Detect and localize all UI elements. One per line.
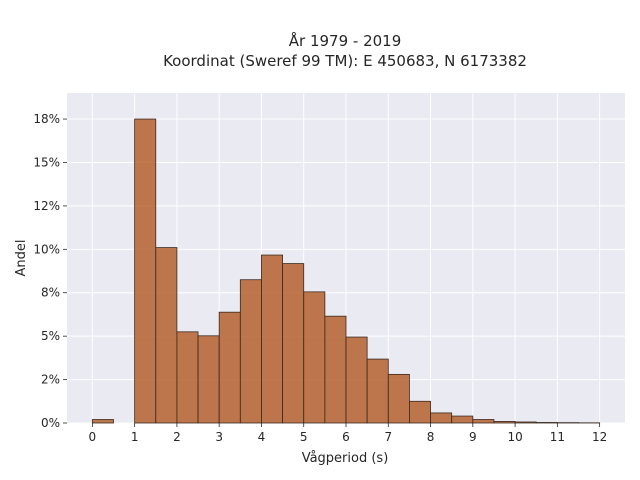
histogram-bar: [261, 254, 283, 424]
y-tick-label: 2%: [41, 373, 60, 387]
histogram-bar: [282, 263, 305, 424]
x-axis-ticks: 0 1 2 3 4 5 6 7 8 9 10 11 12: [89, 423, 607, 444]
histogram-bar: [197, 335, 220, 424]
y-axis-ticks: 0% 2% 5% 8% 10% 12% 15% 18%: [33, 112, 67, 430]
y-tick-label: 12%: [33, 199, 60, 213]
histogram-bar: [430, 412, 453, 424]
x-tick-label: 10: [507, 430, 522, 444]
histogram-bar: [239, 279, 262, 424]
histogram-bar: [514, 421, 537, 424]
x-tick-label: 5: [300, 430, 308, 444]
histogram-bar: [155, 247, 178, 424]
histogram-bar: [387, 373, 410, 424]
x-axis-label: Vågperiod (s): [302, 451, 389, 466]
x-tick-label: 12: [592, 430, 607, 444]
chart-title-line-2: Koordinat (Sweref 99 TM): E 450683, N 61…: [163, 52, 527, 70]
x-tick-label: 8: [427, 430, 435, 444]
histogram-bar: [134, 118, 157, 424]
y-tick-label: 10%: [33, 242, 60, 256]
bars: [91, 118, 601, 424]
x-tick-label: 2: [173, 430, 181, 444]
histogram-bar: [303, 291, 326, 424]
histogram-bar: [472, 419, 495, 424]
x-tick-label: 0: [89, 430, 97, 444]
y-tick-label: 8%: [41, 286, 60, 300]
chart-title-line-1: År 1979 - 2019: [289, 31, 402, 50]
y-tick-label: 0%: [41, 416, 60, 430]
y-axis-label: Andel: [14, 240, 29, 277]
histogram-bar: [218, 311, 241, 424]
histogram-bar: [324, 315, 347, 424]
x-tick-label: 9: [469, 430, 477, 444]
histogram-bar: [345, 336, 368, 424]
y-tick-label: 5%: [41, 329, 60, 343]
x-tick-label: 4: [258, 430, 266, 444]
x-tick-label: 11: [550, 430, 565, 444]
histogram-bar: [176, 331, 199, 424]
histogram-bar: [366, 358, 389, 424]
histogram-bar: [91, 419, 114, 424]
x-tick-label: 1: [131, 430, 139, 444]
y-tick-label: 15%: [33, 155, 60, 169]
x-tick-label: 6: [342, 430, 350, 444]
x-tick-label: 3: [215, 430, 223, 444]
histogram-bar: [535, 422, 558, 424]
histogram-bar: [451, 415, 474, 424]
histogram-bar: [493, 421, 516, 424]
y-tick-label: 18%: [33, 112, 60, 126]
histogram-bar: [409, 400, 431, 424]
x-tick-label: 7: [384, 430, 392, 444]
